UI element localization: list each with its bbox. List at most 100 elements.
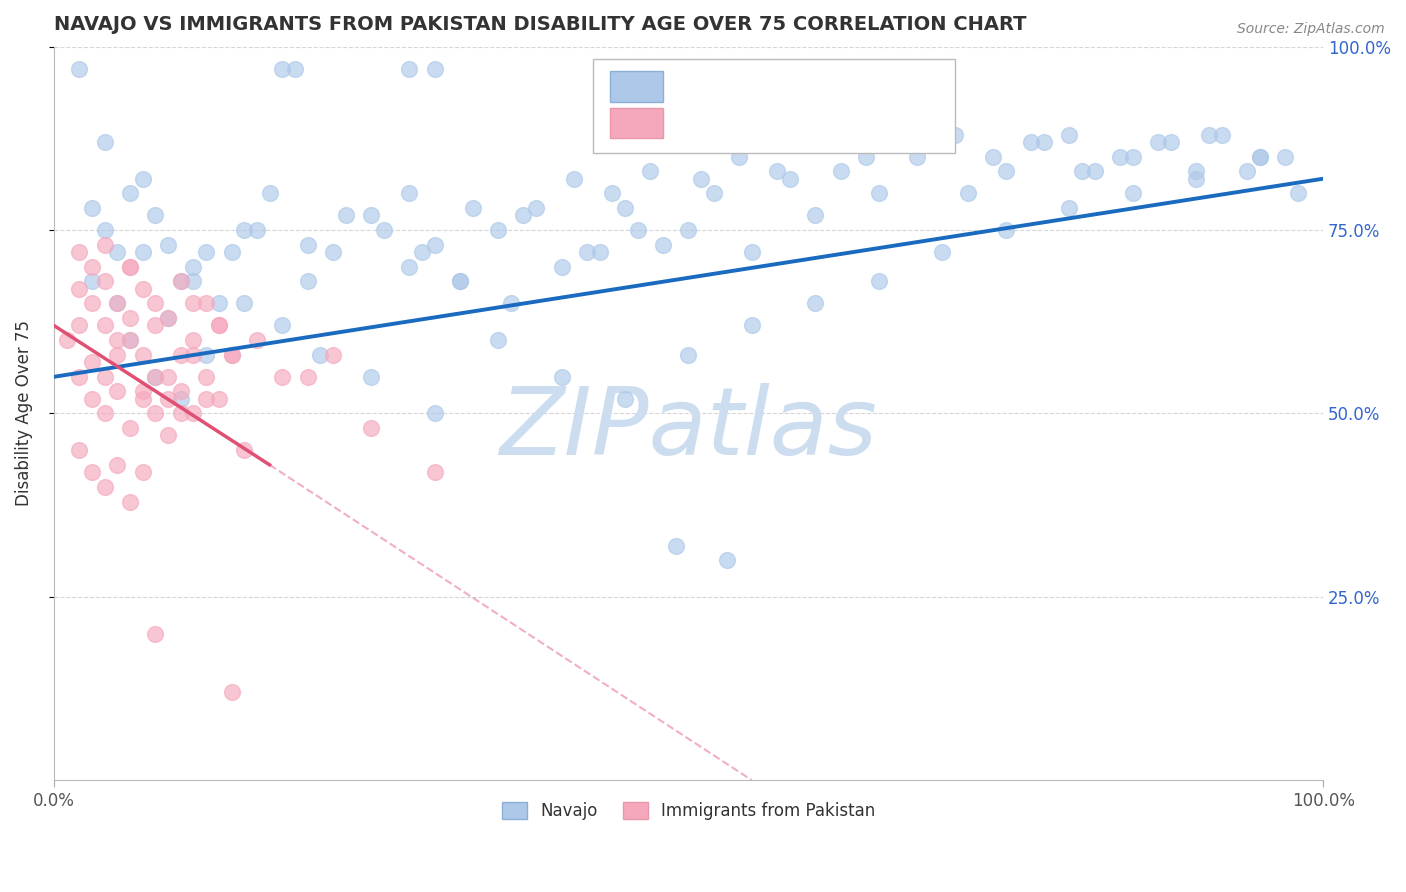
Point <box>183 407 205 421</box>
Point <box>678 223 700 237</box>
Point <box>905 150 928 164</box>
Point <box>524 201 547 215</box>
Point <box>1249 150 1271 164</box>
Text: R =: R = <box>676 113 714 131</box>
Point <box>93 237 115 252</box>
Text: 0.323: 0.323 <box>749 77 806 95</box>
Point <box>131 282 153 296</box>
Text: N =: N = <box>821 77 862 95</box>
Point <box>575 245 598 260</box>
Point <box>157 237 180 252</box>
Point <box>183 333 205 347</box>
Point <box>170 384 193 399</box>
Point <box>335 208 357 222</box>
Point <box>233 443 256 458</box>
FancyBboxPatch shape <box>610 108 664 138</box>
Point <box>1019 135 1042 149</box>
Point <box>170 275 193 289</box>
Point <box>804 208 827 222</box>
Point <box>118 421 141 435</box>
Point <box>1147 135 1170 149</box>
Point <box>195 245 218 260</box>
Point <box>105 348 128 362</box>
Point <box>1122 186 1144 201</box>
Point <box>118 186 141 201</box>
Point <box>1084 164 1107 178</box>
FancyBboxPatch shape <box>610 70 664 102</box>
Point <box>93 223 115 237</box>
Point <box>93 275 115 289</box>
Point <box>602 186 624 201</box>
Point <box>221 348 243 362</box>
Point <box>271 62 294 76</box>
Point <box>766 164 789 178</box>
Point <box>105 384 128 399</box>
Point <box>499 296 522 310</box>
Point <box>981 150 1004 164</box>
Point <box>855 150 877 164</box>
Point <box>105 458 128 472</box>
Point <box>170 348 193 362</box>
Point <box>423 465 446 479</box>
Point <box>195 369 218 384</box>
Point <box>80 392 103 406</box>
Point <box>678 348 700 362</box>
Point <box>93 407 115 421</box>
Point <box>233 223 256 237</box>
Point <box>423 62 446 76</box>
Point <box>1249 150 1271 164</box>
Point <box>208 296 231 310</box>
Point <box>423 407 446 421</box>
Point <box>183 275 205 289</box>
Point <box>259 186 281 201</box>
FancyBboxPatch shape <box>593 59 955 153</box>
Point <box>804 296 827 310</box>
Point <box>208 318 231 333</box>
Point <box>105 296 128 310</box>
Point <box>931 245 953 260</box>
Point <box>118 333 141 347</box>
Point <box>360 421 382 435</box>
Point <box>1211 128 1233 142</box>
Point <box>284 62 307 76</box>
Point <box>322 348 344 362</box>
Point <box>118 333 141 347</box>
Point <box>145 208 167 222</box>
Point <box>398 186 420 201</box>
Point <box>360 208 382 222</box>
Point <box>1198 128 1220 142</box>
Point <box>423 237 446 252</box>
Point <box>246 333 269 347</box>
Point <box>118 494 141 508</box>
Point <box>640 164 662 178</box>
Point <box>170 407 193 421</box>
Point <box>93 369 115 384</box>
Point <box>562 171 585 186</box>
Point <box>956 186 979 201</box>
Point <box>411 245 433 260</box>
Point <box>614 201 637 215</box>
Point <box>741 318 763 333</box>
Point <box>170 275 193 289</box>
Point <box>67 62 90 76</box>
Point <box>1160 135 1182 149</box>
Point <box>360 369 382 384</box>
Point <box>486 223 509 237</box>
Point <box>398 62 420 76</box>
Point <box>931 135 953 149</box>
Point <box>703 186 725 201</box>
Point <box>1236 164 1258 178</box>
Point <box>93 318 115 333</box>
Point <box>145 626 167 640</box>
Point <box>297 237 319 252</box>
Point <box>157 311 180 326</box>
Point <box>131 384 153 399</box>
Point <box>550 260 572 274</box>
Text: 109: 109 <box>886 77 922 95</box>
Point <box>93 480 115 494</box>
Point <box>131 245 153 260</box>
Point <box>131 465 153 479</box>
Text: NAVAJO VS IMMIGRANTS FROM PAKISTAN DISABILITY AGE OVER 75 CORRELATION CHART: NAVAJO VS IMMIGRANTS FROM PAKISTAN DISAB… <box>53 15 1026 34</box>
Point <box>55 333 77 347</box>
Point <box>93 135 115 149</box>
